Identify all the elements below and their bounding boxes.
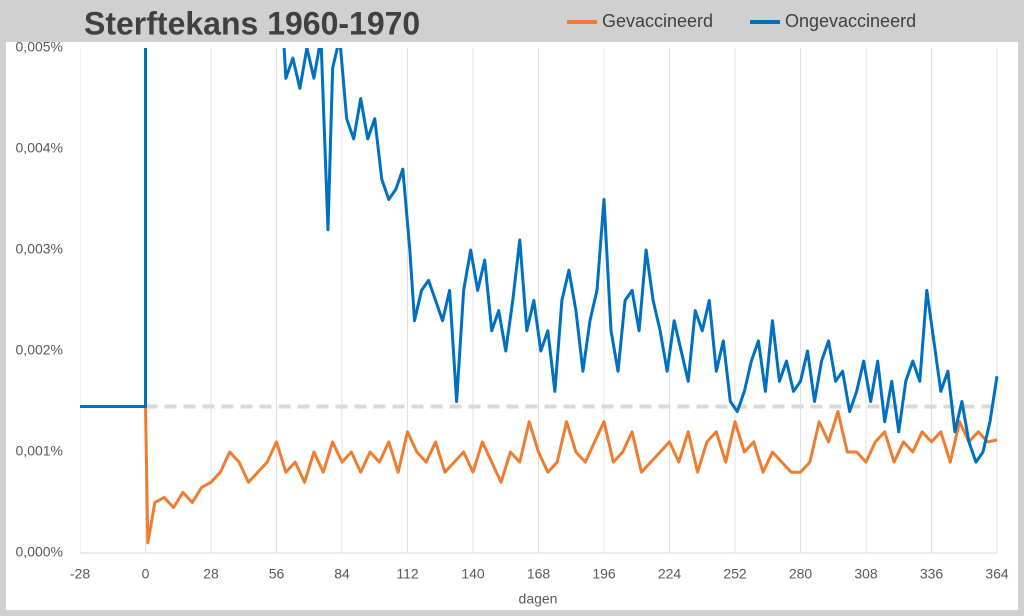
x-tick-label: 84: [334, 566, 350, 582]
series-line: [80, 48, 999, 464]
y-tick-label: 0,001%: [16, 443, 63, 459]
y-tick-label: 0,000%: [16, 544, 63, 560]
y-tick-label: 0,005%: [16, 39, 63, 55]
x-tick-label: 252: [723, 566, 747, 582]
x-tick-label: 112: [396, 566, 419, 582]
x-tick-label: 224: [658, 566, 682, 582]
y-tick-label: 0,004%: [16, 140, 63, 156]
plot-area: [80, 48, 999, 553]
plot-background: [6, 42, 1018, 610]
x-tick-label: 168: [527, 566, 551, 582]
x-tick-label: 0: [142, 566, 150, 582]
x-tick-label: -28: [70, 566, 90, 582]
x-tick-label: 28: [203, 566, 219, 582]
x-tick-label: 196: [592, 566, 616, 582]
y-tick-label: 0,002%: [16, 342, 63, 358]
x-tick-label: 308: [854, 566, 878, 582]
chart-title: Sterftekans 1960-1970: [84, 5, 420, 41]
series-line: [144, 406, 998, 545]
x-axis-label: dagen: [519, 591, 558, 607]
x-tick-label: 364: [985, 566, 1009, 582]
legend-label: Gevaccineerd: [602, 11, 713, 31]
legend-label: Ongevaccineerd: [785, 11, 916, 31]
x-tick-label: 140: [461, 566, 485, 582]
x-tick-label: 56: [269, 566, 285, 582]
x-tick-label: 336: [920, 566, 944, 582]
y-tick-label: 0,003%: [16, 241, 63, 257]
x-tick-label: 280: [789, 566, 813, 582]
